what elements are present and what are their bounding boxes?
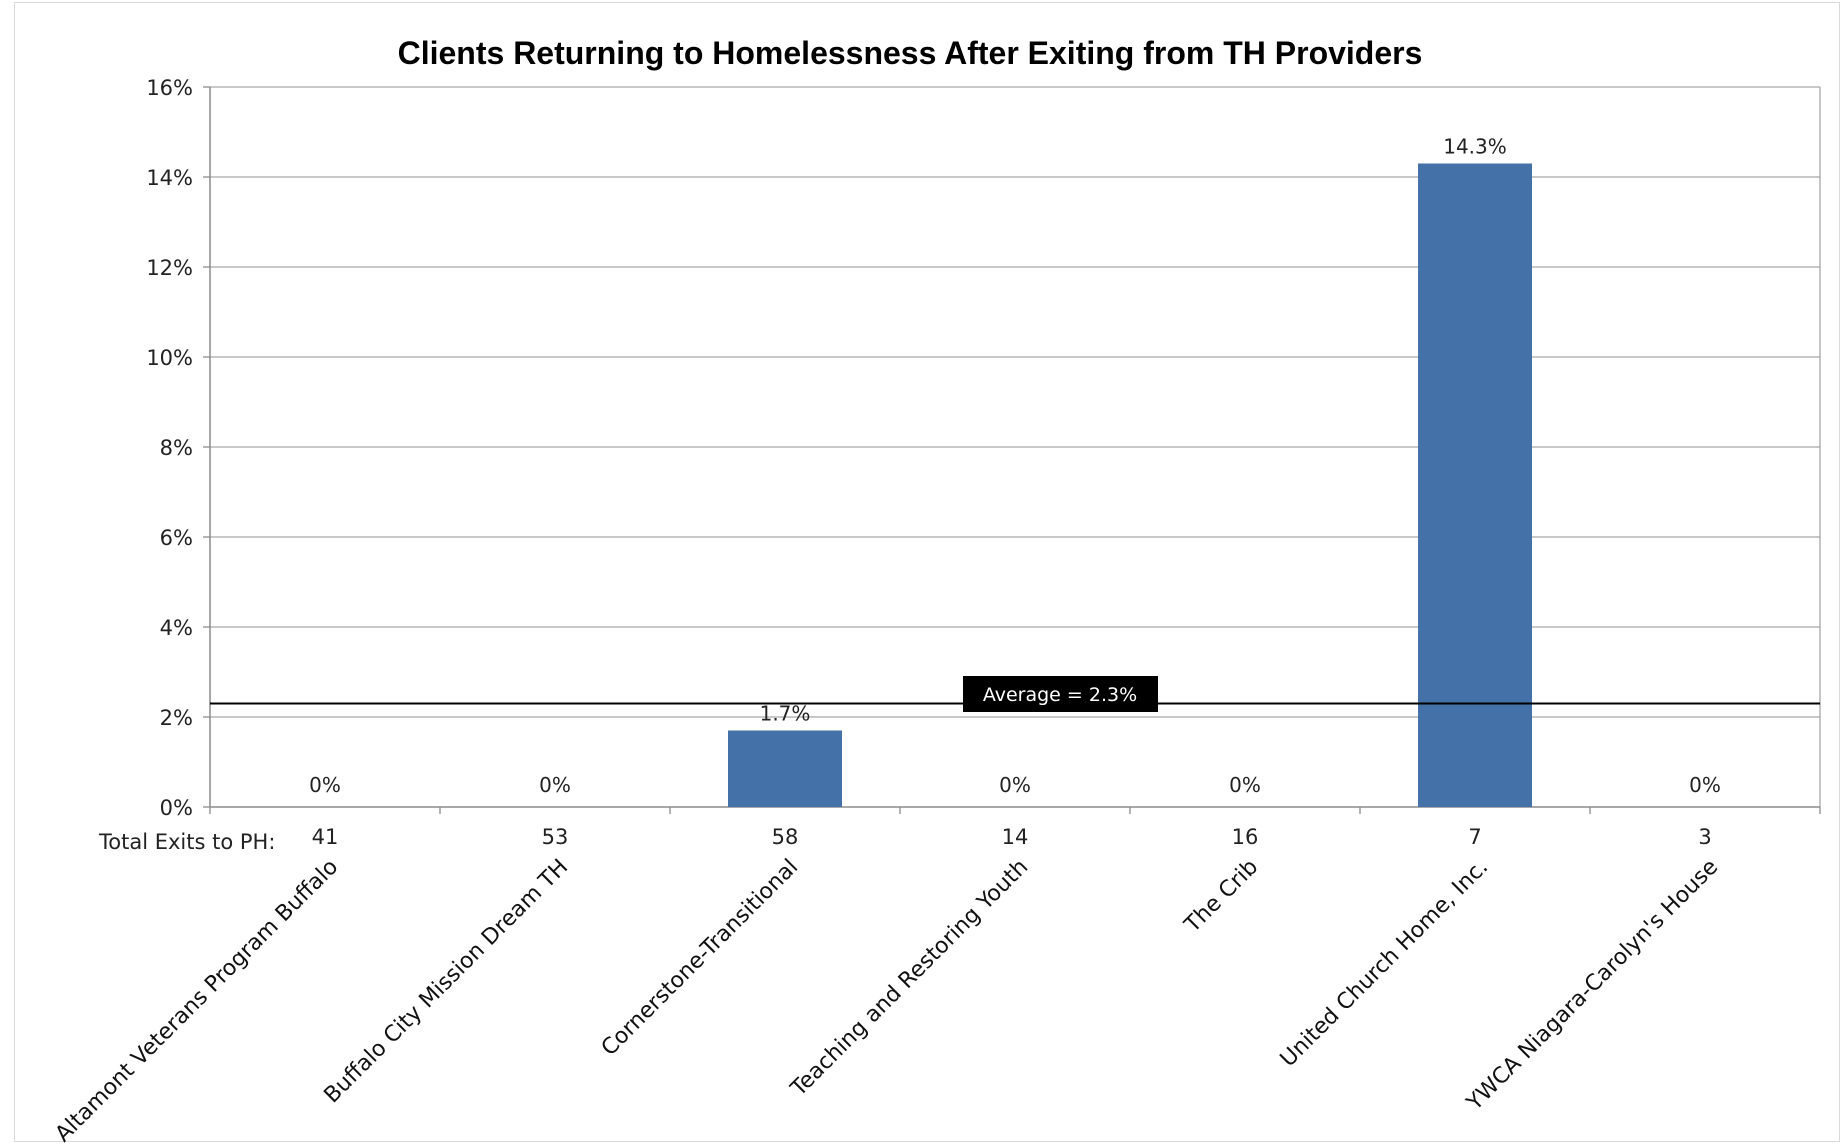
total-exits-value: 7 xyxy=(1468,825,1481,849)
average-label-box xyxy=(963,676,1158,712)
total-exits-value: 58 xyxy=(772,825,799,849)
bar xyxy=(1418,163,1532,807)
total-exits-value: 16 xyxy=(1232,825,1259,849)
total-exits-value: 41 xyxy=(312,825,339,849)
bars xyxy=(728,163,1532,807)
category-label: Altamont Veterans Program Buffalo xyxy=(51,855,344,1144)
data-label: 0% xyxy=(999,773,1031,797)
data-label: 1.7% xyxy=(760,702,811,726)
total-exits-value: 53 xyxy=(542,825,569,849)
category-label: United Church Home, Inc. xyxy=(1276,855,1494,1073)
bar xyxy=(728,730,842,807)
chart-title: Clients Returning to Homelessness After … xyxy=(398,35,1423,71)
data-label: 0% xyxy=(1229,773,1261,797)
axes xyxy=(203,86,1821,814)
y-tick-label: 2% xyxy=(160,706,193,730)
gridlines xyxy=(210,86,1820,718)
y-tick-label: 6% xyxy=(160,526,193,550)
category-label: YWCA Niagara-Carolyn's House xyxy=(1462,855,1724,1117)
exits-row-label: Total Exits to PH: xyxy=(98,830,275,854)
average-label: Average = 2.3% xyxy=(983,684,1137,706)
average-line-group: Average = 2.3% xyxy=(210,676,1820,712)
category-label: The Crib xyxy=(1180,855,1264,939)
data-label: 0% xyxy=(1689,773,1721,797)
total-exits-value: 14 xyxy=(1002,825,1029,849)
category-labels: Altamont Veterans Program BuffaloBuffalo… xyxy=(51,855,1724,1144)
category-label: Teaching and Restoring Youth xyxy=(786,855,1034,1103)
chart-frame xyxy=(14,2,1840,1142)
y-tick-label: 10% xyxy=(146,346,193,370)
data-label: 0% xyxy=(539,773,571,797)
y-tick-label: 16% xyxy=(146,76,193,100)
y-tick-label: 12% xyxy=(146,256,193,280)
category-label: Cornerstone-Transitional xyxy=(597,855,803,1061)
total-exits-value: 3 xyxy=(1698,825,1711,849)
y-tick-label: 14% xyxy=(146,166,193,190)
data-label: 0% xyxy=(309,773,341,797)
y-tick-label: 0% xyxy=(160,796,193,820)
data-label: 14.3% xyxy=(1443,135,1507,159)
y-tick-label: 8% xyxy=(160,436,193,460)
y-tick-label: 4% xyxy=(160,616,193,640)
exits-row: 41 53 58 14 16 7 3 xyxy=(312,825,1712,849)
data-labels: 0% 0% 1.7% 0% 0% 14.3% 0% xyxy=(309,135,1721,798)
category-label: Buffalo City Mission Dream TH xyxy=(320,855,574,1109)
y-axis-ticks: 0% 2% 4% 6% 8% 10% 12% 14% 16% xyxy=(146,76,193,820)
